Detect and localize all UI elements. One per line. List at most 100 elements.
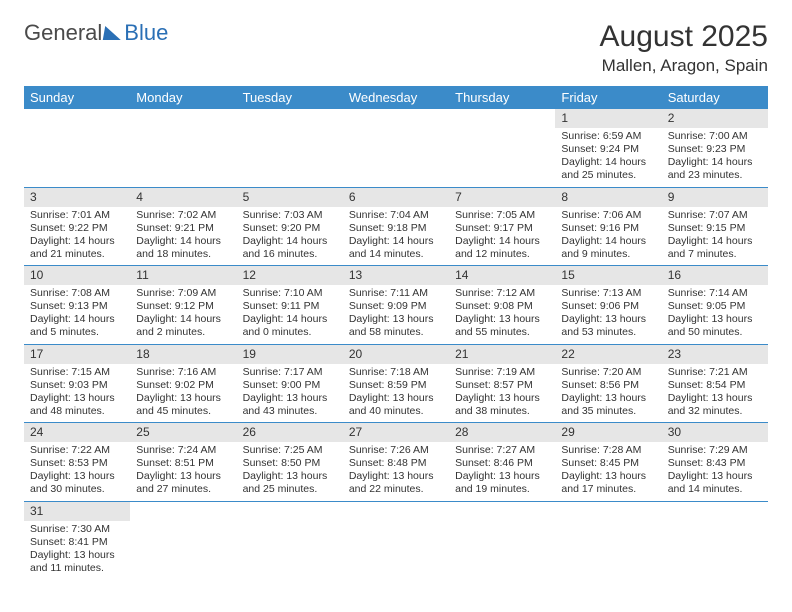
day-sunset: Sunset: 8:46 PM <box>455 457 549 470</box>
day-info: Sunrise: 7:18 AMSunset: 8:59 PMDaylight:… <box>343 364 449 423</box>
day-sunrise: Sunrise: 7:29 AM <box>668 444 762 457</box>
day-number: 12 <box>237 266 343 285</box>
day-daylight: Daylight: 13 hours and 27 minutes. <box>136 470 230 496</box>
day-daylight: Daylight: 14 hours and 9 minutes. <box>561 235 655 261</box>
day-sunrise: Sunrise: 7:09 AM <box>136 287 230 300</box>
day-number: 25 <box>130 423 236 442</box>
day-number: 28 <box>449 423 555 442</box>
day-daylight: Daylight: 13 hours and 45 minutes. <box>136 392 230 418</box>
day-sunset: Sunset: 8:59 PM <box>349 379 443 392</box>
calendar-cell: 31Sunrise: 7:30 AMSunset: 8:41 PMDayligh… <box>24 501 130 579</box>
day-sunset: Sunset: 9:11 PM <box>243 300 337 313</box>
day-number: 23 <box>662 345 768 364</box>
weekday-header-row: SundayMondayTuesdayWednesdayThursdayFrid… <box>24 86 768 109</box>
day-sunrise: Sunrise: 6:59 AM <box>561 130 655 143</box>
day-sunset: Sunset: 9:23 PM <box>668 143 762 156</box>
day-sunrise: Sunrise: 7:11 AM <box>349 287 443 300</box>
day-number: 29 <box>555 423 661 442</box>
calendar-cell: 20Sunrise: 7:18 AMSunset: 8:59 PMDayligh… <box>343 344 449 423</box>
day-info: Sunrise: 7:08 AMSunset: 9:13 PMDaylight:… <box>24 285 130 344</box>
day-sunrise: Sunrise: 7:20 AM <box>561 366 655 379</box>
day-daylight: Daylight: 13 hours and 53 minutes. <box>561 313 655 339</box>
day-daylight: Daylight: 13 hours and 32 minutes. <box>668 392 762 418</box>
calendar-cell: 4Sunrise: 7:02 AMSunset: 9:21 PMDaylight… <box>130 187 236 266</box>
day-sunset: Sunset: 9:17 PM <box>455 222 549 235</box>
logo-sail-icon <box>103 26 123 40</box>
calendar-cell: 24Sunrise: 7:22 AMSunset: 8:53 PMDayligh… <box>24 423 130 502</box>
day-number: 3 <box>24 188 130 207</box>
day-number: 13 <box>343 266 449 285</box>
day-info: Sunrise: 7:09 AMSunset: 9:12 PMDaylight:… <box>130 285 236 344</box>
day-number: 14 <box>449 266 555 285</box>
day-sunset: Sunset: 8:51 PM <box>136 457 230 470</box>
day-number: 26 <box>237 423 343 442</box>
day-number: 7 <box>449 188 555 207</box>
calendar-cell: 14Sunrise: 7:12 AMSunset: 9:08 PMDayligh… <box>449 266 555 345</box>
day-number: 24 <box>24 423 130 442</box>
calendar-cell <box>449 501 555 579</box>
calendar-cell: 10Sunrise: 7:08 AMSunset: 9:13 PMDayligh… <box>24 266 130 345</box>
day-sunrise: Sunrise: 7:18 AM <box>349 366 443 379</box>
day-sunrise: Sunrise: 7:15 AM <box>30 366 124 379</box>
day-info: Sunrise: 7:04 AMSunset: 9:18 PMDaylight:… <box>343 207 449 266</box>
day-number: 9 <box>662 188 768 207</box>
weekday-header: Sunday <box>24 86 130 109</box>
day-sunrise: Sunrise: 7:25 AM <box>243 444 337 457</box>
day-info: Sunrise: 7:20 AMSunset: 8:56 PMDaylight:… <box>555 364 661 423</box>
day-number: 11 <box>130 266 236 285</box>
day-daylight: Daylight: 14 hours and 2 minutes. <box>136 313 230 339</box>
logo-text-2: Blue <box>124 20 168 46</box>
day-sunset: Sunset: 8:56 PM <box>561 379 655 392</box>
weekday-header: Tuesday <box>237 86 343 109</box>
day-info: Sunrise: 7:02 AMSunset: 9:21 PMDaylight:… <box>130 207 236 266</box>
day-sunrise: Sunrise: 7:24 AM <box>136 444 230 457</box>
weekday-header: Monday <box>130 86 236 109</box>
day-info: Sunrise: 7:07 AMSunset: 9:15 PMDaylight:… <box>662 207 768 266</box>
day-daylight: Daylight: 14 hours and 21 minutes. <box>30 235 124 261</box>
day-daylight: Daylight: 13 hours and 48 minutes. <box>30 392 124 418</box>
calendar-cell: 29Sunrise: 7:28 AMSunset: 8:45 PMDayligh… <box>555 423 661 502</box>
day-sunrise: Sunrise: 7:04 AM <box>349 209 443 222</box>
calendar-cell: 1Sunrise: 6:59 AMSunset: 9:24 PMDaylight… <box>555 109 661 187</box>
day-sunset: Sunset: 9:12 PM <box>136 300 230 313</box>
day-sunset: Sunset: 9:22 PM <box>30 222 124 235</box>
day-number: 20 <box>343 345 449 364</box>
day-sunset: Sunset: 8:41 PM <box>30 536 124 549</box>
day-sunrise: Sunrise: 7:30 AM <box>30 523 124 536</box>
calendar-cell <box>237 501 343 579</box>
header: General Blue August 2025 Mallen, Aragon,… <box>24 20 768 76</box>
day-sunset: Sunset: 8:45 PM <box>561 457 655 470</box>
calendar-cell: 18Sunrise: 7:16 AMSunset: 9:02 PMDayligh… <box>130 344 236 423</box>
day-info: Sunrise: 7:01 AMSunset: 9:22 PMDaylight:… <box>24 207 130 266</box>
day-sunset: Sunset: 8:43 PM <box>668 457 762 470</box>
day-sunrise: Sunrise: 7:05 AM <box>455 209 549 222</box>
calendar-cell: 7 Sunrise: 7:05 AMSunset: 9:17 PMDaylight… <box>449 187 555 266</box>
day-daylight: Daylight: 14 hours and 16 minutes. <box>243 235 337 261</box>
title-block: August 2025 Mallen, Aragon, Spain <box>600 20 768 76</box>
weekday-header: Friday <box>555 86 661 109</box>
day-daylight: Daylight: 13 hours and 19 minutes. <box>455 470 549 496</box>
calendar-cell <box>237 109 343 187</box>
day-daylight: Daylight: 14 hours and 18 minutes. <box>136 235 230 261</box>
day-info: Sunrise: 7:30 AMSunset: 8:41 PMDaylight:… <box>24 521 130 580</box>
day-number: 17 <box>24 345 130 364</box>
logo: General Blue <box>24 20 168 46</box>
calendar-cell: 12Sunrise: 7:10 AMSunset: 9:11 PMDayligh… <box>237 266 343 345</box>
day-sunrise: Sunrise: 7:02 AM <box>136 209 230 222</box>
day-sunset: Sunset: 9:21 PM <box>136 222 230 235</box>
day-info: Sunrise: 7:11 AMSunset: 9:09 PMDaylight:… <box>343 285 449 344</box>
day-sunset: Sunset: 8:53 PM <box>30 457 124 470</box>
calendar-cell: 8Sunrise: 7:06 AMSunset: 9:16 PMDaylight… <box>555 187 661 266</box>
day-daylight: Daylight: 14 hours and 12 minutes. <box>455 235 549 261</box>
day-sunrise: Sunrise: 7:12 AM <box>455 287 549 300</box>
calendar-cell <box>130 109 236 187</box>
day-daylight: Daylight: 13 hours and 30 minutes. <box>30 470 124 496</box>
calendar-cell: 23Sunrise: 7:21 AMSunset: 8:54 PMDayligh… <box>662 344 768 423</box>
day-info: Sunrise: 7:22 AMSunset: 8:53 PMDaylight:… <box>24 442 130 501</box>
calendar-cell <box>130 501 236 579</box>
day-sunset: Sunset: 8:50 PM <box>243 457 337 470</box>
day-sunset: Sunset: 9:13 PM <box>30 300 124 313</box>
calendar-week-row: 10Sunrise: 7:08 AMSunset: 9:13 PMDayligh… <box>24 266 768 345</box>
calendar-cell: 22Sunrise: 7:20 AMSunset: 8:56 PMDayligh… <box>555 344 661 423</box>
day-sunset: Sunset: 9:03 PM <box>30 379 124 392</box>
